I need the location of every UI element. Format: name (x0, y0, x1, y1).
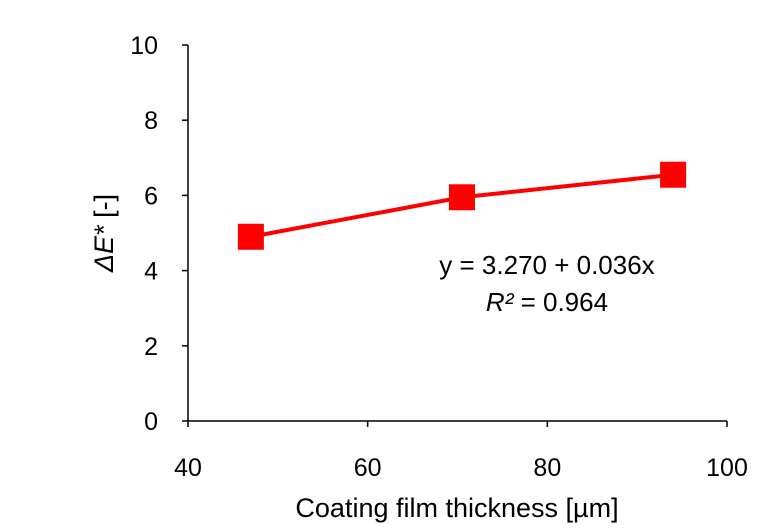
r-squared-value: = 0.964 (513, 287, 608, 317)
y-tick-label: 8 (144, 107, 158, 135)
y-tick-label: 10 (130, 32, 158, 60)
x-tick-label: 80 (533, 454, 561, 482)
axes (187, 45, 727, 422)
x-tick-labels: 40 60 80 100 (174, 421, 748, 482)
x-tick-label: 40 (174, 454, 202, 482)
r-squared-label: R² = 0.964 (486, 287, 608, 317)
y-tick-label: 4 (144, 258, 158, 286)
r-squared-symbol: R² (486, 287, 515, 317)
y-tick-label: 0 (144, 408, 158, 436)
x-tick-label: 100 (706, 454, 748, 482)
y-tick-label: 2 (144, 333, 158, 361)
x-axis-title: Coating film thickness [µm] (295, 493, 618, 523)
y-tick-label: 6 (144, 182, 158, 210)
y-axis-title-symbol: ΔE* (89, 224, 119, 273)
data-point-marker (237, 223, 264, 250)
y-axis-title-unit: [-] (89, 194, 119, 226)
x-tick-label: 60 (354, 454, 382, 482)
trendline-equation: y = 3.270 + 0.036x (439, 250, 654, 280)
series (237, 161, 687, 250)
data-point-marker (660, 161, 687, 188)
data-point-marker (448, 184, 475, 211)
y-tick-labels: 0 2 4 6 8 10 (130, 32, 188, 436)
y-axis-title: ΔE* [-] (89, 194, 119, 273)
